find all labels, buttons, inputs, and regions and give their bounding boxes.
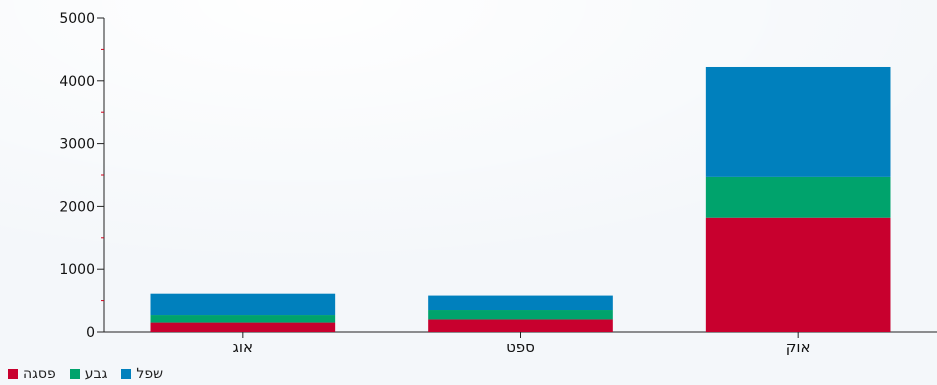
bar-segment: [428, 310, 613, 320]
y-tick-label: 0: [86, 325, 95, 341]
legend-item[interactable]: גבע: [69, 366, 108, 382]
bar-segment: [150, 293, 336, 316]
legend-label: פסגה: [23, 366, 56, 382]
legend-swatch: [121, 369, 132, 379]
bar-segment: [705, 66, 891, 177]
y-tick-label: 5000: [59, 11, 95, 27]
legend-label: שפל: [136, 366, 164, 382]
y-tick-label: 3000: [59, 137, 95, 153]
legend: פסגה גבע שפל: [8, 364, 163, 384]
y-tick-label: 4000: [59, 74, 95, 90]
legend-swatch: [8, 369, 18, 379]
bar-segment: [705, 217, 891, 332]
legend-item[interactable]: פסגה: [8, 366, 56, 382]
x-tick-label: אוק: [786, 338, 811, 356]
bar-segment: [428, 295, 613, 311]
bar-segment: [705, 176, 891, 218]
bar-segment: [150, 315, 336, 323]
x-tick-label: אוג: [233, 338, 253, 356]
legend-item[interactable]: שפל: [121, 366, 163, 382]
legend-swatch: [69, 369, 80, 379]
x-tick-label: ספט: [506, 338, 535, 356]
bar-segment: [150, 322, 336, 332]
y-tick-label: 1000: [59, 262, 95, 278]
bar-segment: [428, 319, 613, 332]
stacked-bar-chart: 0 1000 2000 3000 4000 5000 אוג ספט אוק: [0, 0, 937, 362]
y-tick-label: 2000: [59, 199, 95, 215]
legend-label: גבע: [84, 366, 108, 382]
